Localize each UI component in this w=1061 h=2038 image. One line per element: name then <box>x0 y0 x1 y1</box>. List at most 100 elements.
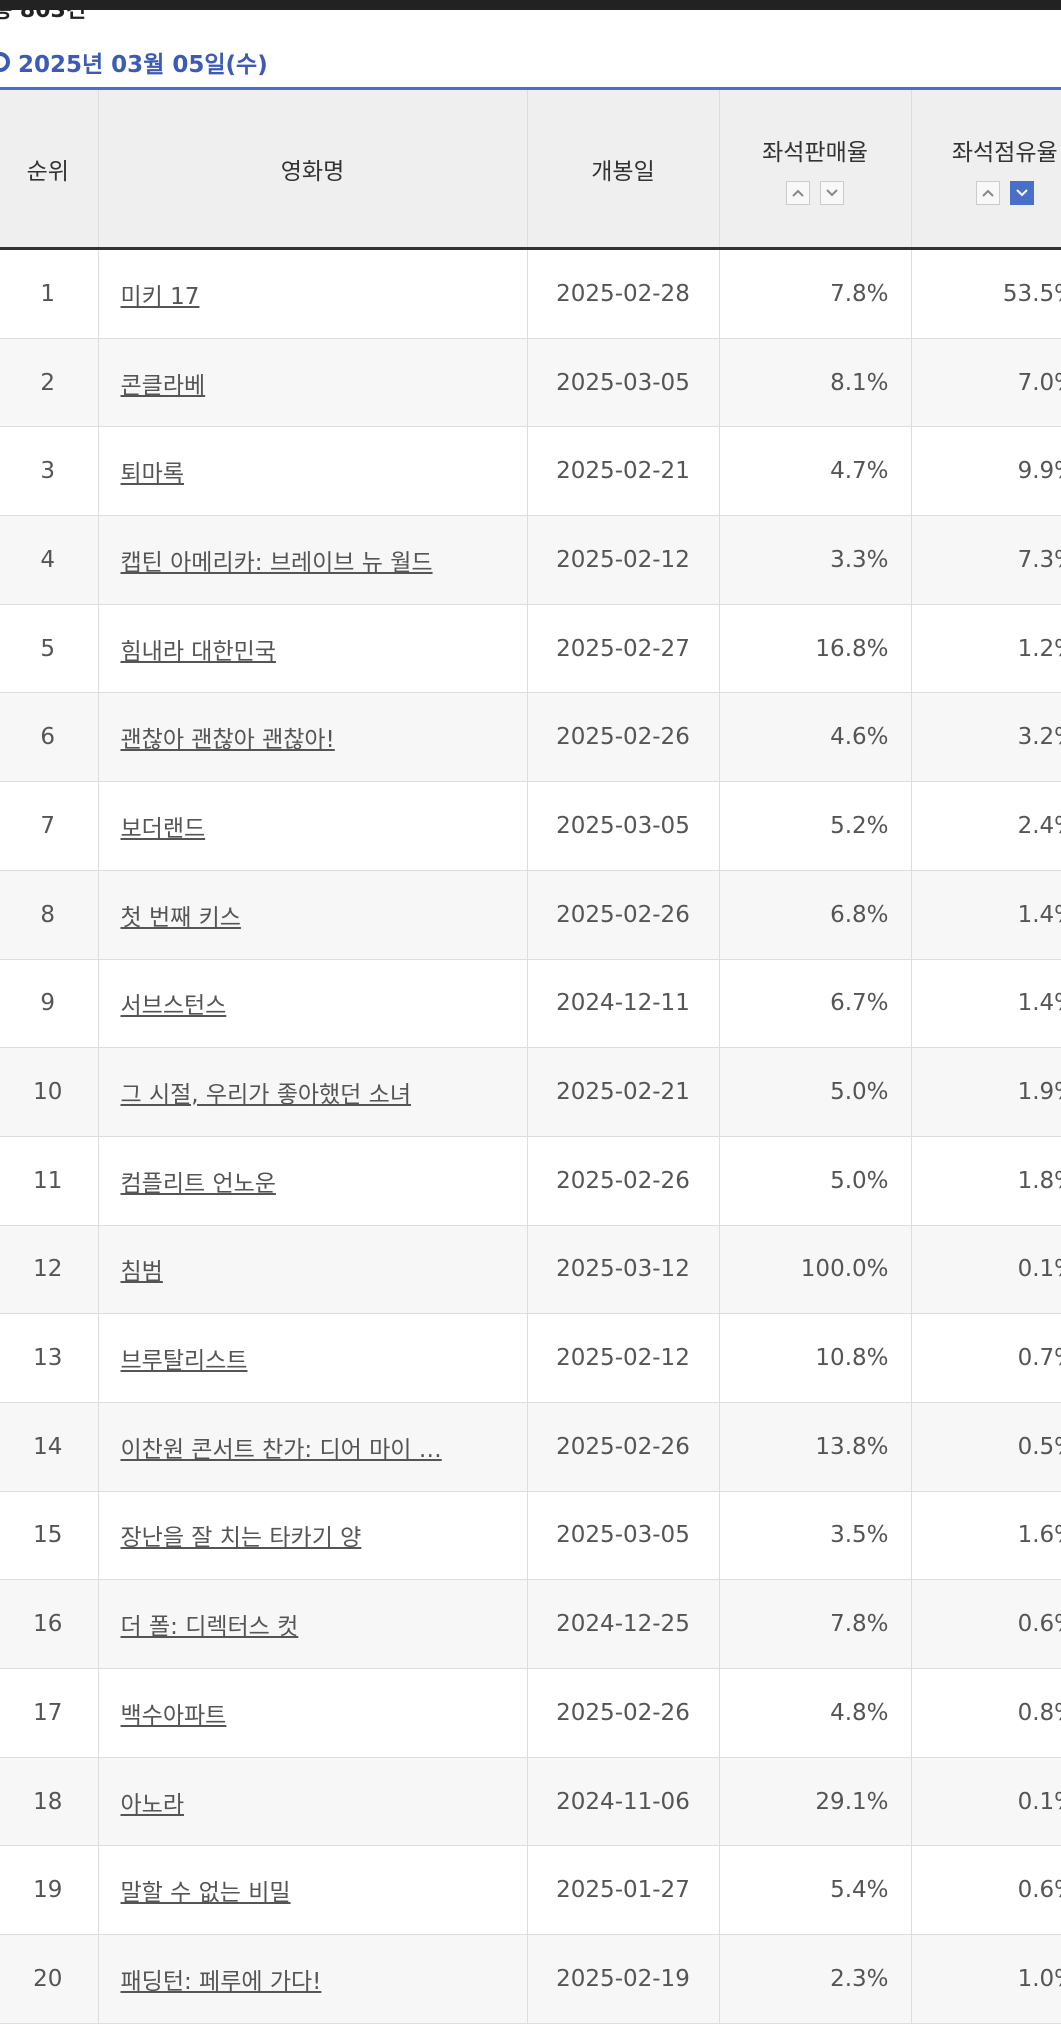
table-row: 17 백수아파트 2025-02-264.8%0.8% <box>0 1668 1061 1758</box>
table-row: 4 캡틴 아메리카: 브레이브 뉴 월드 2025-02-123.3%7.3% <box>0 515 1061 605</box>
table-cell: 퇴마록 <box>97 426 527 517</box>
table-cell: 2025-02-27 <box>526 604 719 694</box>
table-row: 16 더 폴: 디렉터스 컷 2024-12-257.8%0.6% <box>0 1579 1061 1669</box>
table-cell: 2025-02-21 <box>526 1047 719 1137</box>
table-cell: 7.3% <box>910 515 1061 605</box>
movie-link[interactable]: 괜찮아 괜찮아 괜찮아! <box>120 727 335 754</box>
movie-link[interactable]: 미키 17 <box>120 283 200 310</box>
table-cell: 1.4% <box>910 870 1061 960</box>
table-cell: 백수아파트 <box>97 1668 527 1758</box>
table-cell: 2.3% <box>718 1934 911 2024</box>
sort-desc-button[interactable] <box>1009 180 1034 205</box>
table-body: 1미키 172025-02-287.8%53.5%2콘클라베2025-03-05… <box>0 248 1061 2024</box>
movie-link[interactable]: 그 시절, 우리가 좋아했던 소녀 <box>120 1082 411 1109</box>
table-cell: 8 <box>0 870 98 960</box>
sort-asc-button[interactable] <box>786 180 810 205</box>
movie-link[interactable]: 백수아파트 <box>120 1702 227 1729</box>
movie-link[interactable]: 퇴마록 <box>120 461 184 488</box>
table-cell: 0.1% <box>910 1757 1061 1847</box>
table-cell: 패딩턴: 페루에 가다! <box>97 1934 527 2024</box>
table-cell: 15 <box>0 1491 98 1581</box>
arrow-icon <box>982 189 994 197</box>
table-cell: 5.0% <box>718 1136 911 1226</box>
movie-link[interactable]: 캡틴 아메리카: 브레이브 뉴 월드 <box>120 549 433 576</box>
table-cell: 8.1% <box>718 338 911 428</box>
table-row: 8 첫 번째 키스 2025-02-266.8%1.4% <box>0 870 1061 960</box>
table-cell: 4.7% <box>718 426 911 517</box>
table-cell: 5.2% <box>718 781 911 871</box>
movie-link[interactable]: 말할 수 없는 비밀 <box>120 1880 291 1907</box>
movie-link[interactable]: 패딩턴: 페루에 가다! <box>120 1968 322 1995</box>
movie-link[interactable]: 콘클라베 <box>120 372 206 399</box>
table-cell: 0.6% <box>910 1579 1061 1669</box>
table-cell: 장난을 잘 치는 타카기 양 <box>97 1491 527 1581</box>
table-cell: 1 <box>0 248 98 339</box>
movie-link[interactable]: 아노라 <box>120 1791 184 1818</box>
table-cell: 12 <box>0 1225 98 1315</box>
table-cell: 4.6% <box>718 692 911 783</box>
movie-link[interactable]: 보더랜드 <box>120 815 206 842</box>
table-cell: 침범 <box>97 1225 527 1315</box>
table-cell: 괜찮아 괜찮아 괜찮아! <box>97 692 527 783</box>
table-cell: 1.0% <box>910 1934 1061 2024</box>
table-cell: 9 <box>0 959 98 1049</box>
table-wrap: 순위 영화명 개봉일 좌석판매율 좌석점유율 1 미키 17 2025-02-28 7.8% 5… <box>0 90 1061 2038</box>
table-row: 7 보더랜드 2025-03-055.2%2.4% <box>0 781 1061 871</box>
sort-desc-button[interactable] <box>820 180 844 205</box>
divider <box>0 87 1061 90</box>
movie-link[interactable]: 브루탈리스트 <box>120 1348 248 1375</box>
table-cell: 20 <box>0 1934 98 2024</box>
table-cell: 2025-02-26 <box>526 1668 719 1758</box>
table-cell: 19 <box>0 1845 98 1936</box>
table-row: 6 괜찮아 괜찮아 괜찮아! 2025-02-264.6%3.2% <box>0 692 1061 783</box>
date-heading: 2025년 03월 05일(수) <box>0 46 268 78</box>
table-cell: 100.0% <box>718 1225 911 1315</box>
movie-link[interactable]: 장난을 잘 치는 타카기 양 <box>120 1525 362 1552</box>
table-cell: 2025-03-12 <box>526 1225 719 1315</box>
table-cell: 2.4% <box>910 781 1061 871</box>
table-cell: 9.9% <box>910 426 1061 517</box>
column-header: 좌석점유율 <box>910 90 1061 250</box>
arrow-icon <box>826 188 838 196</box>
movie-link[interactable]: 첫 번째 키스 <box>120 904 241 931</box>
movie-link[interactable]: 이찬원 콘서트 찬가: 디어 마이 … <box>120 1436 442 1463</box>
table-cell: 16 <box>0 1579 98 1669</box>
movie-link[interactable]: 침범 <box>120 1259 163 1286</box>
movie-link[interactable]: 더 폴: 디렉터스 컷 <box>120 1614 299 1641</box>
table-row: 20 패딩턴: 페루에 가다! 2025-02-192.3%1.0% <box>0 1934 1061 2024</box>
table-cell: 2025-03-05 <box>526 338 719 428</box>
arrow-icon <box>792 189 804 197</box>
table-cell: 14 <box>0 1402 98 1492</box>
column-title: 좌석점유율 <box>951 139 1058 166</box>
table-row: 10 그 시절, 우리가 좋아했던 소녀 2025-02-215.0%1.9% <box>0 1047 1061 1137</box>
movie-link[interactable]: 서브스턴스 <box>120 993 227 1020</box>
movie-link[interactable]: 힘내라 대한민국 <box>120 638 276 665</box>
movie-link[interactable]: 컴플리트 언노운 <box>120 1170 276 1197</box>
table-cell: 6.8% <box>718 870 911 960</box>
table-cell: 6 <box>0 692 98 783</box>
column-title: 좌석판매율 <box>762 139 868 166</box>
table-cell: 7.8% <box>718 1579 911 1669</box>
table-cell: 2024-11-06 <box>526 1757 719 1847</box>
total-count: 총 803건 <box>0 0 87 23</box>
table-cell: 미키 17 <box>97 248 527 339</box>
table-cell: 0.5% <box>910 1402 1061 1492</box>
header-row: 순위 영화명 개봉일 좌석판매율 좌석점유율 <box>0 90 1061 250</box>
table-cell: 5 <box>0 604 98 694</box>
table-cell: 첫 번째 키스 <box>97 870 527 960</box>
table-cell: 그 시절, 우리가 좋아했던 소녀 <box>97 1047 527 1137</box>
table-cell: 2025-01-27 <box>526 1845 719 1936</box>
table-cell: 1.8% <box>910 1136 1061 1226</box>
table-cell: 7 <box>0 781 98 871</box>
sort-controls <box>721 180 910 205</box>
table-cell: 53.5% <box>910 248 1061 339</box>
table-cell: 2025-02-26 <box>526 1402 719 1492</box>
table-cell: 2024-12-25 <box>526 1579 719 1669</box>
sort-asc-button[interactable] <box>975 180 1000 205</box>
table-cell: 13.8% <box>718 1402 911 1492</box>
column-title: 순위 <box>26 158 69 185</box>
table-cell: 더 폴: 디렉터스 컷 <box>97 1579 527 1669</box>
table-cell: 2025-02-26 <box>526 692 719 783</box>
